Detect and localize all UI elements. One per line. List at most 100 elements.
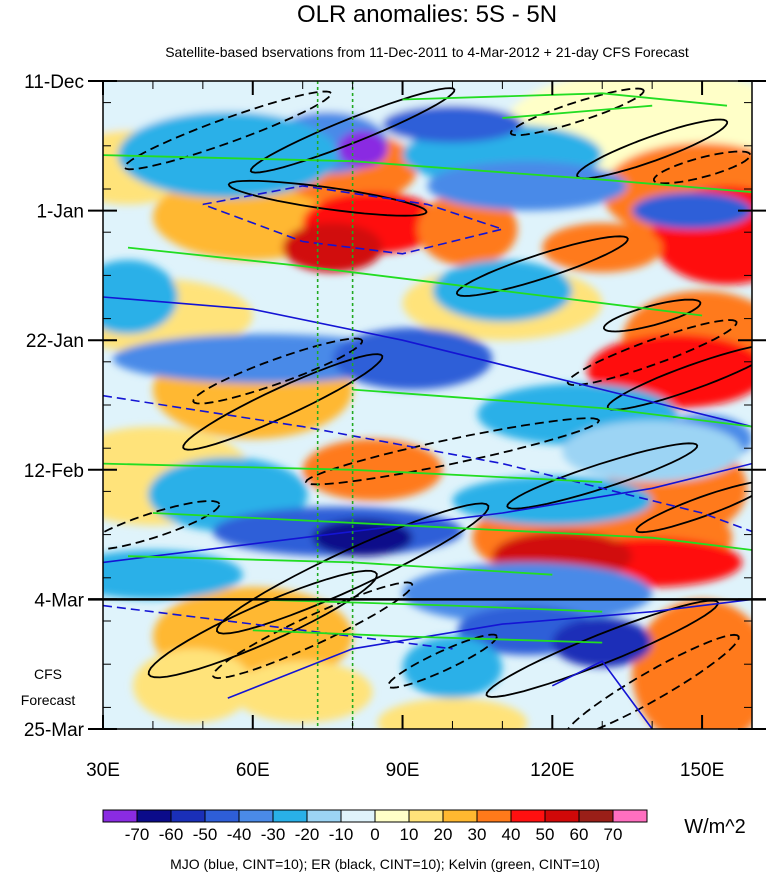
colorbar-swatch: [136, 809, 172, 823]
colorbar-swatch: [306, 809, 342, 823]
colorbar-label: 10: [400, 825, 419, 844]
er-contour: [506, 442, 699, 510]
er-contour: [455, 235, 629, 297]
colorbar-label: 40: [502, 825, 521, 844]
colorbar: -70 -60 -50 -40 -30 -20 -10 0 10 20 30 40 50 60 70: [102, 809, 648, 844]
x-tick-label: 30E: [86, 760, 120, 781]
colorbar-swatch: [612, 809, 648, 823]
anomaly-region: [132, 648, 253, 723]
anomaly-region: [112, 334, 413, 384]
reference-longitude-lines: [316, 81, 354, 729]
er-contour: [215, 502, 490, 635]
anomaly-region: [417, 192, 518, 267]
anomaly-region: [282, 222, 383, 273]
x-tick-label: 60E: [236, 760, 270, 781]
anomaly-region: [337, 130, 388, 168]
anomaly-region: [562, 420, 743, 483]
er-contour: [249, 87, 456, 174]
anomaly-region: [103, 259, 178, 335]
anomaly-region: [402, 636, 503, 699]
x-axis: 30E 60E 90E 120E 150E: [86, 81, 724, 781]
er-contour: [606, 346, 752, 411]
y-tick-label: 1-Jan: [36, 202, 84, 223]
anomaly-region: [377, 698, 528, 729]
colorbar-label: 60: [570, 825, 589, 844]
er-contour-negative: [566, 319, 738, 387]
anomaly-region: [452, 475, 653, 526]
anomaly-region: [302, 438, 443, 501]
colorbar-label: 0: [370, 825, 379, 844]
colorbar-units: W/m^2: [684, 816, 746, 838]
y-axis: 11-Dec 1-Jan 22-Jan 12-Feb 4-Mar 25-Mar: [24, 72, 766, 741]
plot-area: [103, 81, 752, 729]
colorbar-label: -60: [159, 825, 184, 844]
er-contour: [485, 599, 719, 698]
y-tick-label: 4-Mar: [34, 590, 84, 611]
wave-contours: [103, 87, 752, 729]
kelvin-contour: [103, 154, 752, 193]
colorbar-swatch: [510, 809, 546, 823]
colorbar-label: 70: [604, 825, 623, 844]
er-contour-negative: [387, 633, 498, 689]
colorbar-swatch: [102, 809, 138, 823]
mjo-contour: [551, 660, 653, 729]
anomaly-region: [332, 327, 493, 390]
anomaly-region: [632, 192, 752, 230]
anomaly-region: [232, 661, 373, 723]
y-tick-label: 25-Mar: [24, 720, 85, 741]
colorbar-label: -70: [125, 825, 150, 844]
colorbar-swatch: [544, 809, 580, 823]
anomaly-region: [103, 550, 243, 600]
colorbar-label: 20: [434, 825, 453, 844]
er-contour-negative: [123, 90, 332, 171]
anomaly-region: [402, 562, 653, 625]
mjo-contour: [227, 598, 752, 699]
er-contour-negative: [103, 500, 221, 551]
colorbar-label: -50: [193, 825, 218, 844]
colorbar-swatch: [374, 809, 410, 823]
y-tick-label: 11-Dec: [24, 72, 84, 93]
chart-subtitle: Satellite-based bservations from 11-Dec-…: [165, 44, 689, 60]
mjo-contour: [103, 296, 752, 428]
er-contour: [182, 353, 384, 451]
mjo-contour-negative: [103, 604, 453, 650]
anomaly-region: [542, 222, 663, 273]
er-contour-negative: [212, 581, 414, 680]
x-tick-label: 90E: [386, 760, 420, 781]
x-tick-label: 120E: [530, 760, 574, 781]
er-contour: [576, 118, 729, 180]
kelvin-contour: [352, 388, 752, 428]
kelvin-contour: [103, 462, 603, 483]
er-contour: [635, 481, 752, 534]
colorbar-label: 50: [536, 825, 555, 844]
colorbar-swatch: [204, 809, 240, 823]
forecast-label-line1: CFS: [34, 666, 62, 682]
colorbar-label: 30: [468, 825, 487, 844]
colorbar-swatch: [578, 809, 614, 823]
kelvin-contour: [252, 598, 603, 613]
kelvin-contour: [402, 92, 728, 107]
colorbar-label: -30: [261, 825, 286, 844]
anomaly-region: [117, 111, 338, 199]
anomaly-region: [312, 519, 413, 557]
er-contour-negative: [652, 150, 752, 185]
colorbar-swatch: [408, 809, 444, 823]
y-tick-label: 22-Jan: [26, 331, 84, 352]
colorbar-swatch: [442, 809, 478, 823]
forecast-label-line2: Forecast: [21, 692, 76, 708]
colorbar-swatch: [238, 809, 274, 823]
colorbar-label: -20: [295, 825, 320, 844]
y-tick-label: 12-Feb: [24, 461, 84, 482]
x-tick-label: 150E: [680, 760, 724, 781]
chart-title: OLR anomalies: 5S - 5N: [297, 1, 557, 28]
colorbar-swatch: [272, 809, 308, 823]
colorbar-label: -40: [227, 825, 252, 844]
er-contour-negative: [304, 417, 601, 486]
kelvin-contour: [152, 512, 752, 551]
kelvin-contour: [127, 246, 703, 317]
kelvin-contour: [252, 629, 603, 644]
anomaly-region: [552, 617, 653, 668]
er-contour-negative: [566, 633, 740, 729]
mjo-contour-negative: [103, 394, 752, 533]
